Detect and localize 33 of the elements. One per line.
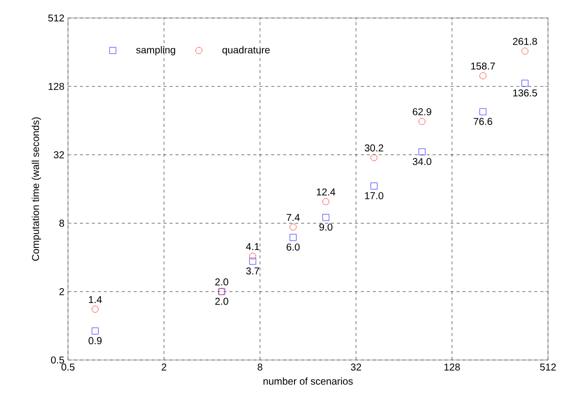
data-label: 12.4	[316, 188, 336, 196]
y-axis-title: Computation time (wall seconds)	[32, 117, 42, 261]
legend-label: sampling	[136, 46, 176, 56]
x-tick-label: 32	[350, 364, 362, 371]
y-tick-label: 128	[48, 82, 64, 90]
x-axis-title: number of scenarios	[264, 377, 353, 385]
y-tick-label: 0.5	[51, 356, 64, 364]
data-label: 30.2	[364, 144, 384, 152]
x-tick-label: 128	[444, 364, 460, 371]
data-label: 3.7	[246, 267, 260, 274]
data-label: 1.4	[88, 296, 102, 304]
data-label: 0.9	[88, 337, 102, 344]
data-label: 4.1	[246, 243, 260, 250]
data-label: 62.9	[412, 108, 432, 116]
data-label: 7.4	[286, 214, 300, 221]
y-tick-label: 2	[59, 288, 64, 296]
data-label: 2.0	[215, 278, 228, 286]
data-label: 76.6	[474, 118, 492, 125]
data-label: 34.0	[412, 158, 432, 166]
y-tick-label: 512	[48, 14, 64, 22]
x-tick-label: 512	[540, 364, 556, 371]
x-tick-label: 2	[162, 364, 166, 370]
data-label: 2.0	[215, 298, 228, 305]
x-tick-label: 8	[258, 364, 262, 371]
data-label: 136.5	[513, 89, 537, 96]
data-label: 17.0	[365, 192, 384, 200]
data-label: 158.7	[471, 62, 495, 70]
legend-label: quadrature	[222, 46, 270, 56]
data-label: 6.0	[286, 244, 300, 251]
y-tick-label: 32	[54, 151, 64, 158]
y-tick-label: 8	[59, 220, 64, 227]
data-label: 9.0	[319, 224, 332, 231]
data-label: 261.8	[512, 38, 537, 45]
